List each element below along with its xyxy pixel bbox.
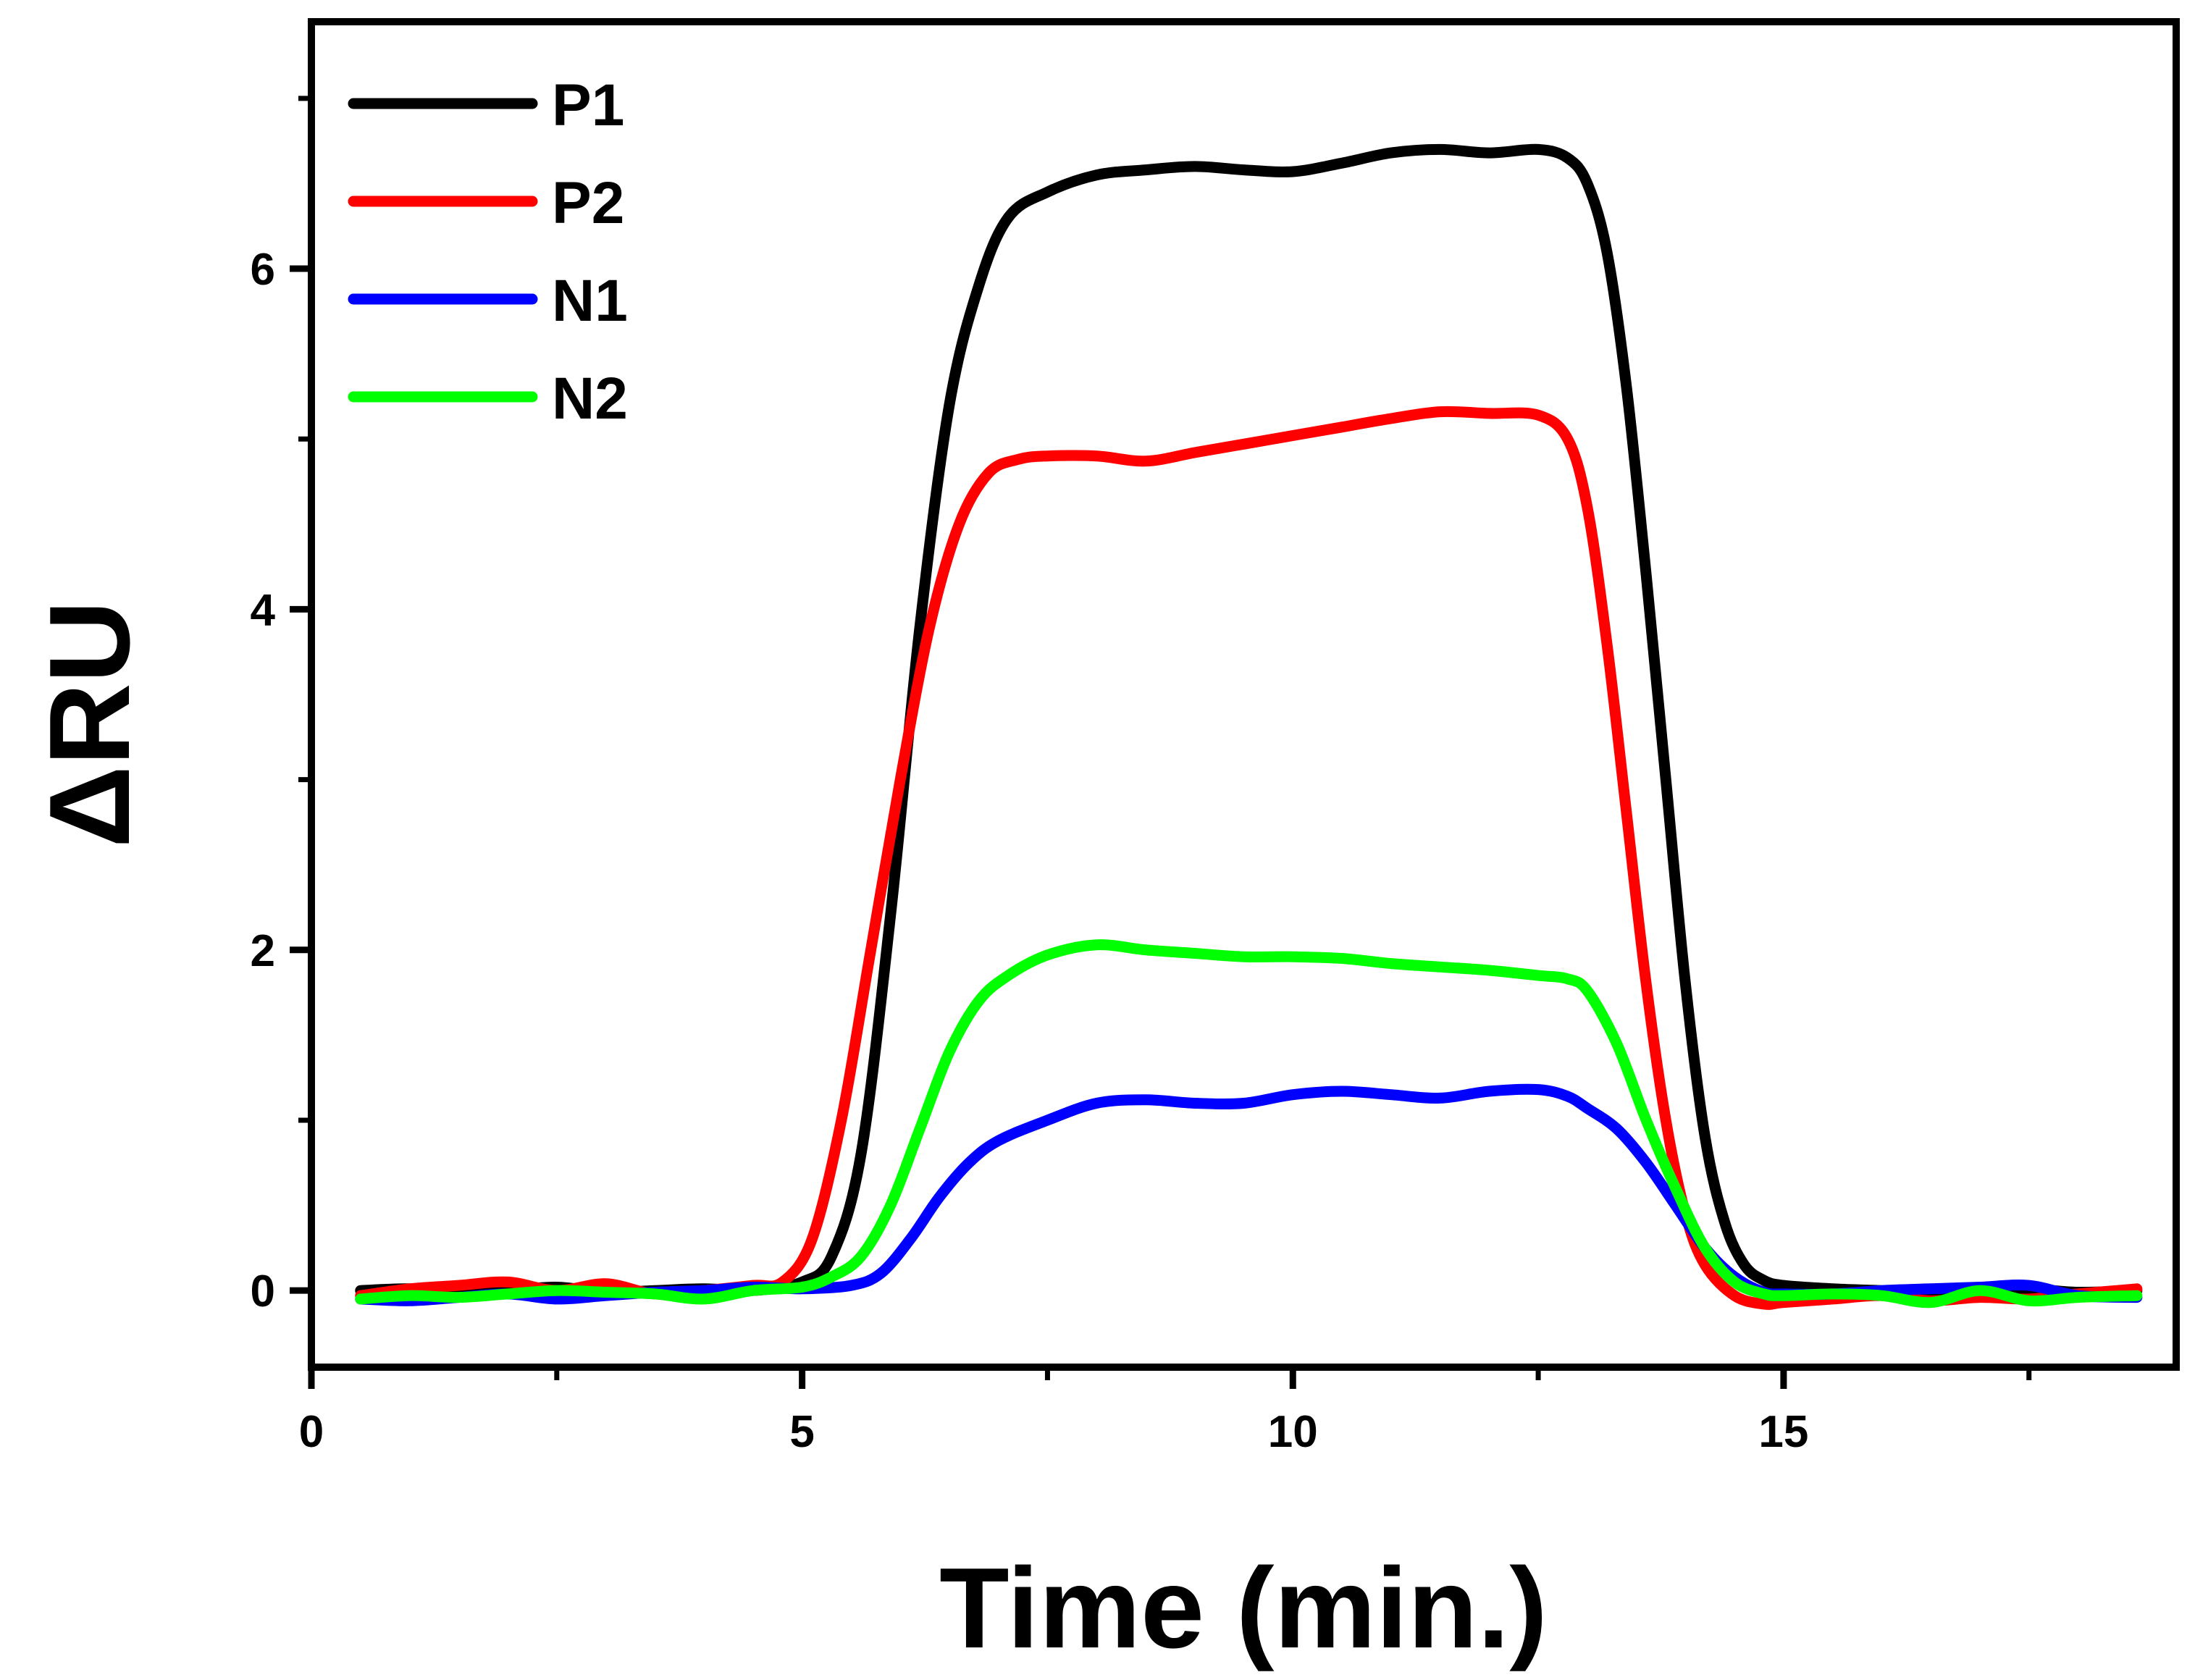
- series-line-p2: [355, 406, 2143, 1310]
- legend-label-n2: N2: [552, 366, 628, 432]
- y-tick-label-0: 0: [251, 1267, 275, 1316]
- series-line-n2: [355, 939, 2143, 1309]
- x-tick-label-0: 0: [299, 1407, 324, 1457]
- series-line-n1: [355, 1083, 2143, 1306]
- plot-frame: [308, 18, 2180, 1371]
- x-tick-label-5: 5: [789, 1407, 814, 1457]
- series-layer: [355, 143, 2143, 1310]
- legend-label-p2: P2: [552, 170, 624, 236]
- y-tick-label-2: 2: [251, 926, 275, 976]
- y-tick-label-4: 4: [251, 585, 276, 635]
- y-tick-label-6: 6: [251, 245, 275, 295]
- legend-label-p1: P1: [552, 72, 624, 138]
- x-tick-label-10: 10: [1268, 1407, 1318, 1457]
- y-axis-title: ΔRU: [26, 600, 154, 848]
- legend-label-n1: N1: [552, 268, 628, 334]
- x-axis-title: Time (min.): [939, 1545, 1548, 1672]
- axis-ticks: 0 5 10 15 0 2 4 6: [251, 96, 2032, 1457]
- legend: P1 P2 N1 N2: [348, 72, 628, 432]
- x-tick-label-15: 15: [1758, 1407, 1808, 1457]
